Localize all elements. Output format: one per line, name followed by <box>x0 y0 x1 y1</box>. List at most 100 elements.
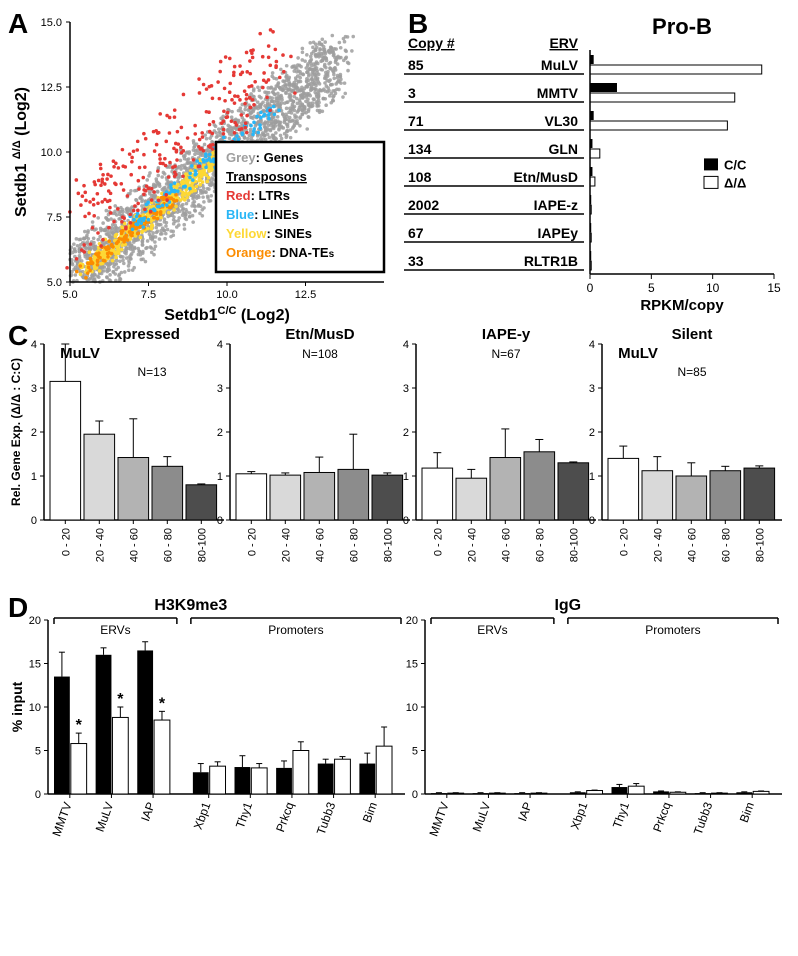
svg-text:10: 10 <box>29 702 41 714</box>
svg-text:Bim: Bim <box>360 800 380 824</box>
svg-text:33: 33 <box>408 253 424 269</box>
svg-text:MuLV: MuLV <box>60 345 100 362</box>
svg-text:Blue: LINEs: Blue: LINEs <box>226 207 299 222</box>
svg-text:80-100: 80-100 <box>196 528 208 562</box>
rel-gene-exp-charts: Rel. Gene Exp. (Δ/Δ : C:C)01234Expressed… <box>8 320 790 600</box>
svg-text:4: 4 <box>403 339 409 351</box>
svg-text:40 - 60: 40 - 60 <box>314 528 326 562</box>
svg-text:Thy1: Thy1 <box>610 800 632 830</box>
svg-text:MuLV: MuLV <box>541 57 579 73</box>
svg-text:ERV: ERV <box>549 35 578 51</box>
svg-text:0: 0 <box>587 281 594 295</box>
svg-text:MMTV: MMTV <box>537 85 579 101</box>
svg-text:10: 10 <box>406 702 418 714</box>
panel-b-label: B <box>408 8 428 40</box>
svg-text:MMTV: MMTV <box>426 800 451 838</box>
svg-text:0 - 20: 0 - 20 <box>246 528 258 556</box>
svg-text:2: 2 <box>31 427 37 439</box>
svg-text:N=13: N=13 <box>137 365 166 379</box>
svg-text:20 - 40: 20 - 40 <box>280 528 292 562</box>
svg-text:5: 5 <box>35 746 41 758</box>
svg-text:IAPE-y: IAPE-y <box>482 326 531 343</box>
svg-text:Thy1: Thy1 <box>233 800 255 830</box>
svg-text:4: 4 <box>31 339 37 351</box>
svg-text:GLN: GLN <box>548 141 578 157</box>
svg-text:80-100: 80-100 <box>568 528 580 562</box>
svg-text:Expressed: Expressed <box>104 326 180 343</box>
svg-text:60 - 80: 60 - 80 <box>720 528 732 562</box>
svg-text:15: 15 <box>29 659 41 671</box>
svg-text:2: 2 <box>403 427 409 439</box>
svg-text:H3K9me3: H3K9me3 <box>154 597 227 614</box>
svg-text:15: 15 <box>767 281 781 295</box>
svg-text:134: 134 <box>408 141 432 157</box>
svg-text:1: 1 <box>217 471 223 483</box>
svg-text:1: 1 <box>589 471 595 483</box>
svg-text:5.0: 5.0 <box>47 277 62 289</box>
svg-text:20 - 40: 20 - 40 <box>652 528 664 562</box>
svg-text:15.0: 15.0 <box>41 17 62 29</box>
svg-text:0 - 20: 0 - 20 <box>618 528 630 556</box>
svg-text:2002: 2002 <box>408 197 439 213</box>
svg-text:*: * <box>117 691 124 708</box>
svg-text:Transposons: Transposons <box>226 169 307 184</box>
svg-text:12.5: 12.5 <box>295 289 316 301</box>
svg-text:0 - 20: 0 - 20 <box>60 528 72 556</box>
svg-text:IAPEy: IAPEy <box>538 225 579 241</box>
svg-text:67: 67 <box>408 225 424 241</box>
svg-text:RPKM/copy: RPKM/copy <box>640 297 724 314</box>
svg-text:0 - 20: 0 - 20 <box>432 528 444 556</box>
svg-text:0: 0 <box>403 515 409 527</box>
svg-text:Tubb3: Tubb3 <box>691 800 716 837</box>
svg-text:IgG: IgG <box>554 597 581 614</box>
svg-text:Promoters: Promoters <box>268 623 323 637</box>
svg-text:Etn/MusD: Etn/MusD <box>513 169 578 185</box>
svg-text:5: 5 <box>412 746 418 758</box>
panel-d-label: D <box>8 592 28 624</box>
svg-text:10.0: 10.0 <box>41 147 62 159</box>
svg-text:1: 1 <box>403 471 409 483</box>
svg-text:2: 2 <box>589 427 595 439</box>
svg-text:108: 108 <box>408 169 432 185</box>
svg-text:IAPE-z: IAPE-z <box>534 197 578 213</box>
svg-text:7.5: 7.5 <box>47 212 62 224</box>
svg-text:IAP: IAP <box>515 800 535 823</box>
svg-text:*: * <box>159 695 166 712</box>
svg-text:20 - 40: 20 - 40 <box>466 528 478 562</box>
svg-text:0: 0 <box>412 789 418 801</box>
svg-text:0: 0 <box>31 515 37 527</box>
svg-text:*: * <box>76 717 83 734</box>
svg-text:71: 71 <box>408 113 424 129</box>
svg-text:0: 0 <box>35 789 41 801</box>
svg-text:Silent: Silent <box>672 326 713 343</box>
svg-text:20: 20 <box>406 615 418 627</box>
figure: A 5.07.510.012.55.07.510.012.515.0Setdb1… <box>8 8 790 872</box>
svg-text:Xbp1: Xbp1 <box>191 800 214 831</box>
svg-text:10: 10 <box>706 281 720 295</box>
svg-text:4: 4 <box>589 339 595 351</box>
svg-text:VL30: VL30 <box>545 113 579 129</box>
svg-text:Xbp1: Xbp1 <box>568 800 591 831</box>
svg-text:20: 20 <box>29 615 41 627</box>
panel-a-label: A <box>8 8 28 40</box>
svg-text:3: 3 <box>31 383 37 395</box>
svg-text:Bim: Bim <box>737 800 757 824</box>
svg-text:3: 3 <box>217 383 223 395</box>
svg-text:7.5: 7.5 <box>141 289 156 301</box>
chip-bar-charts: % input05101520H3K9me3ERVsPromoters*MMTV… <box>8 592 790 872</box>
svg-text:80-100: 80-100 <box>754 528 766 562</box>
svg-text:15: 15 <box>406 659 418 671</box>
svg-text:Orange: DNA-TEs: Orange: DNA-TEs <box>226 245 335 260</box>
svg-text:40 - 60: 40 - 60 <box>686 528 698 562</box>
svg-text:2: 2 <box>217 427 223 439</box>
svg-text:85: 85 <box>408 57 424 73</box>
svg-text:% input: % input <box>9 681 25 732</box>
svg-text:IAP: IAP <box>138 800 158 823</box>
erv-bar-chart: Pro-BCopy #ERV85MuLV3MMTV71VL30134GLN108… <box>398 8 790 328</box>
svg-text:Prkcq: Prkcq <box>650 800 674 834</box>
svg-text:Setdb1 Δ/Δ (Log2): Setdb1 Δ/Δ (Log2) <box>11 87 30 217</box>
svg-text:Red: LTRs: Red: LTRs <box>226 188 290 203</box>
svg-text:12.5: 12.5 <box>41 82 62 94</box>
svg-text:Etn/MusD: Etn/MusD <box>285 326 354 343</box>
svg-text:N=67: N=67 <box>491 347 520 361</box>
